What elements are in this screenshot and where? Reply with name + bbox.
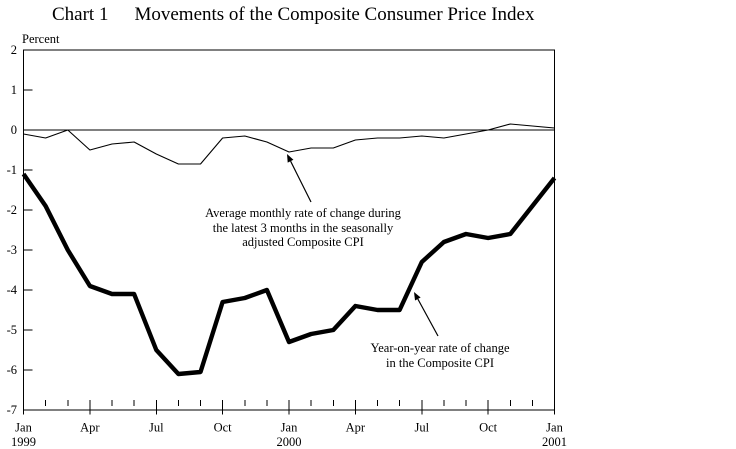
y-tick-label: 1	[11, 83, 17, 97]
y-tick-label: -3	[7, 243, 17, 257]
arrow-avg3m-shaft	[290, 160, 312, 203]
x-tick-label-year: 2000	[277, 435, 302, 449]
annotation-avg3m: Average monthly rate of change during th…	[205, 206, 401, 250]
annotation-yoy-line2: in the Composite CPI	[385, 355, 494, 370]
chart-title: Chart 1 Movements of the Composite Consu…	[52, 4, 534, 26]
arrow-avg3m-head	[287, 154, 294, 163]
chart-number: Chart 1	[52, 4, 109, 25]
y-axis-unit-label: Percent	[22, 32, 60, 46]
x-tick-label-month: Jan	[546, 421, 563, 435]
y-tick-label: -1	[7, 163, 17, 177]
x-tick-label-month: Apr	[346, 421, 366, 435]
x-tick-label-month: Oct	[214, 421, 233, 435]
chart-title-text: Movements of the Composite Consumer Pric…	[134, 4, 535, 25]
x-tick-label-year: 2001	[542, 435, 567, 449]
y-tick-label: -4	[7, 283, 18, 297]
x-tick-label-year: 1999	[11, 435, 36, 449]
y-tick-label: -2	[7, 203, 17, 217]
annotation-avg3m-line3: adjusted Composite CPI	[242, 235, 364, 249]
annotation-avg3m-line1: Average monthly rate of change during	[205, 206, 401, 220]
annotation-yoy-line1: Year-on-year rate of change	[370, 341, 510, 355]
series-yoy-line	[21, 172, 557, 377]
x-tick-label-month: Jul	[414, 421, 429, 435]
x-tick-label-month: Jul	[149, 421, 164, 435]
y-tick-label: 2	[11, 43, 17, 57]
x-tick-label-month: Jan	[15, 421, 32, 435]
y-tick-label: -5	[7, 323, 17, 337]
arrow-yoy-shaft	[417, 298, 439, 337]
x-tick-label-month: Oct	[479, 421, 498, 435]
x-tick-label-month: Jan	[281, 421, 298, 435]
annotation-yoy: Year-on-year rate of change in the Compo…	[370, 341, 509, 370]
x-tick-label-month: Apr	[80, 421, 100, 435]
y-tick-label: -7	[7, 403, 17, 417]
y-tick-label: -6	[7, 363, 17, 377]
annotation-avg3m-line2: the latest 3 months in the seasonally	[212, 220, 394, 235]
arrow-yoy-head	[414, 292, 421, 301]
series-avg3m-line	[23, 123, 555, 165]
y-tick-label: 0	[11, 123, 17, 137]
